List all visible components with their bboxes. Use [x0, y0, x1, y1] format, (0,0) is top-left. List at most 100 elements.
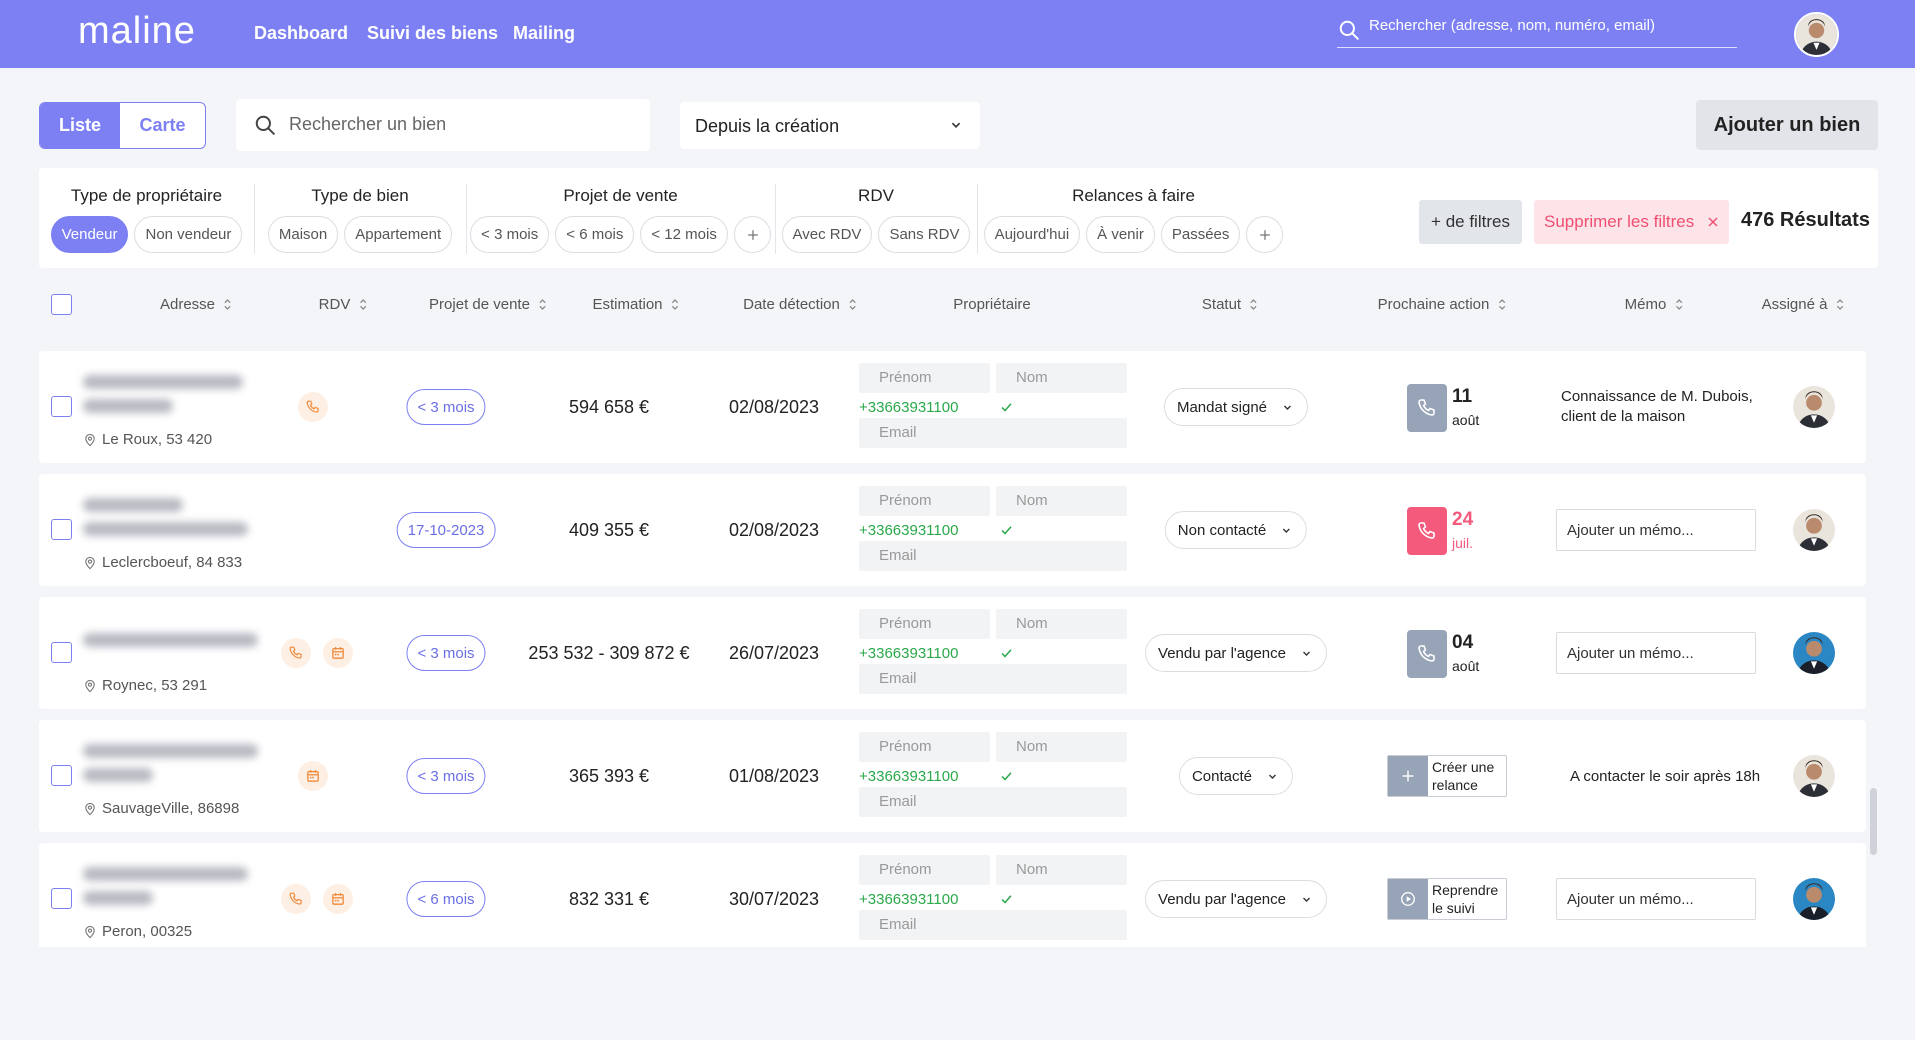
- row-checkbox[interactable]: [51, 765, 72, 786]
- status-select[interactable]: Vendu par l'agence: [1145, 634, 1327, 672]
- owner-email[interactable]: Email: [859, 910, 1127, 940]
- owner-first-name[interactable]: Prénom: [859, 486, 990, 516]
- nav-link[interactable]: Suivi des biens: [367, 23, 499, 43]
- filter-chip[interactable]: Sans RDV: [878, 216, 971, 253]
- owner-last-name[interactable]: Nom: [996, 609, 1127, 639]
- filter-chip[interactable]: Avec RDV: [781, 216, 873, 253]
- icon-svg: [1303, 897, 1310, 902]
- status-select[interactable]: Non contacté: [1164, 511, 1308, 549]
- owner-first-name[interactable]: Prénom: [859, 855, 990, 885]
- filters-panel: Type de propriétaire Vendeur Non vendeur Ty…: [39, 168, 1878, 268]
- icon-line: [267, 127, 275, 135]
- owner-email[interactable]: Email: [859, 664, 1127, 694]
- next-action-icon[interactable]: [1407, 384, 1447, 432]
- icon-line: [1351, 32, 1359, 40]
- filter-chip[interactable]: Appartement: [344, 216, 453, 253]
- owner-last-name[interactable]: Nom: [996, 732, 1127, 762]
- property-row[interactable]: SauvageVille, 86898 < 3 mois 365 393 € 01/0…: [39, 720, 1866, 832]
- icon-svg: [85, 556, 95, 570]
- column-header[interactable]: Adresse: [160, 286, 232, 322]
- next-action-button[interactable]: Créer une relance: [1387, 755, 1507, 797]
- add-property-button[interactable]: Ajouter un bien: [1696, 100, 1878, 150]
- status-select[interactable]: Vendu par l'agence: [1145, 880, 1327, 918]
- next-action-icon[interactable]: [1407, 507, 1447, 555]
- logo[interactable]: maline: [78, 10, 196, 52]
- filter-chip[interactable]: Vendeur: [50, 216, 129, 253]
- icon-x: [1705, 214, 1721, 230]
- next-action-day: 24: [1452, 509, 1474, 530]
- filter-chip[interactable]: Passées: [1160, 216, 1241, 253]
- column-header[interactable]: Statut: [1202, 286, 1258, 322]
- period-select[interactable]: Depuis la création: [680, 102, 980, 149]
- column-header[interactable]: Projet de vente: [429, 286, 547, 322]
- owner-email[interactable]: Email: [859, 787, 1127, 817]
- column-header[interactable]: RDV: [319, 286, 368, 322]
- toggle-list[interactable]: Liste: [40, 103, 120, 148]
- property-row[interactable]: Le Roux, 53 420 < 3 mois 594 658 € 02/08/20…: [39, 351, 1866, 463]
- filter-chip[interactable]: À venir: [1086, 216, 1155, 253]
- column-header[interactable]: Date détection: [743, 286, 857, 322]
- property-search[interactable]: Rechercher un bien: [236, 99, 650, 151]
- icon-rect: [309, 776, 312, 779]
- rdv-badge: [298, 392, 328, 422]
- toggle-map[interactable]: Carte: [139, 115, 186, 135]
- owner-last-name[interactable]: Nom: [996, 855, 1127, 885]
- icon-svg: [289, 892, 302, 905]
- column-title: Statut: [1201, 295, 1242, 313]
- memo-input[interactable]: Ajouter un mémo...: [1556, 509, 1756, 551]
- icon-svg: [539, 298, 546, 310]
- property-row[interactable]: Peron, 00325 < 6 mois 832 331 € 30/07/2023 P…: [39, 843, 1866, 947]
- owner-email[interactable]: Email: [859, 541, 1127, 571]
- owner-last-name[interactable]: Nom: [996, 363, 1127, 393]
- filter-add-chip[interactable]: [1246, 216, 1284, 253]
- icon-path: [1418, 645, 1435, 662]
- row-checkbox[interactable]: [51, 642, 72, 663]
- nav-link[interactable]: Mailing: [513, 23, 575, 43]
- icon-path: [1810, 538, 1818, 546]
- status-select[interactable]: Mandat signé: [1163, 388, 1309, 426]
- filter-chip[interactable]: Maison: [267, 216, 339, 253]
- row-checkbox[interactable]: [51, 888, 72, 909]
- global-search[interactable]: Rechercher (adresse, nom, numéro, email): [1369, 17, 1655, 34]
- filter-chip[interactable]: < 3 mois: [470, 216, 550, 253]
- column-header[interactable]: Prochaine action: [1378, 286, 1507, 322]
- filter-add-chip[interactable]: [733, 216, 771, 253]
- owner-first-name[interactable]: Prénom: [859, 732, 990, 762]
- next-action-icon[interactable]: [1407, 630, 1447, 678]
- clear-filters-button[interactable]: Supprimer les filtres: [1534, 200, 1729, 244]
- filter-chip[interactable]: < 12 mois: [640, 216, 728, 253]
- icon-svg: [359, 298, 366, 310]
- icon-line: [1708, 217, 1718, 227]
- column-header[interactable]: Estimation: [592, 286, 679, 322]
- blurred-street: [83, 633, 258, 647]
- owner-first-name[interactable]: Prénom: [859, 363, 990, 393]
- next-action-button[interactable]: Reprendre le suivi: [1387, 878, 1507, 920]
- property-row[interactable]: Leclercboeuf, 84 833 17-10-2023 409 355 € 0…: [39, 474, 1866, 586]
- icon-polygon: [1406, 896, 1412, 902]
- column-title: Prochaine action: [1377, 295, 1490, 313]
- icon-rect: [334, 899, 337, 902]
- row-checkbox[interactable]: [51, 519, 72, 540]
- avatar: [1793, 509, 1835, 551]
- owner-last-name[interactable]: Nom: [996, 486, 1127, 516]
- owner-email[interactable]: Email: [859, 418, 1127, 448]
- column-title: RDV: [318, 295, 351, 313]
- property-row[interactable]: Roynec, 53 291 < 3 mois 253 532 - 309 872 …: [39, 597, 1866, 709]
- row-checkbox[interactable]: [51, 396, 72, 417]
- memo-input[interactable]: Ajouter un mémo...: [1556, 632, 1756, 674]
- status-select[interactable]: Contacté: [1178, 757, 1294, 795]
- column-header[interactable]: Assigné à: [1762, 286, 1845, 322]
- sort-icon: [538, 297, 547, 312]
- select-all-checkbox[interactable]: [51, 294, 72, 315]
- owner-first-name[interactable]: Prénom: [859, 609, 990, 639]
- column-header[interactable]: Propriétaire: [953, 286, 1031, 322]
- memo-input[interactable]: Ajouter un mémo...: [1556, 878, 1756, 920]
- icon-chev: [1299, 892, 1314, 907]
- filter-chip[interactable]: Aujourd'hui: [983, 216, 1081, 253]
- icon-rect: [334, 653, 337, 656]
- filter-chip[interactable]: < 6 mois: [555, 216, 635, 253]
- nav-link[interactable]: Dashboard: [254, 23, 349, 43]
- filter-chip[interactable]: Non vendeur: [134, 216, 243, 253]
- column-header[interactable]: Mémo: [1625, 286, 1684, 322]
- more-filters-button[interactable]: + de filtres: [1419, 200, 1522, 244]
